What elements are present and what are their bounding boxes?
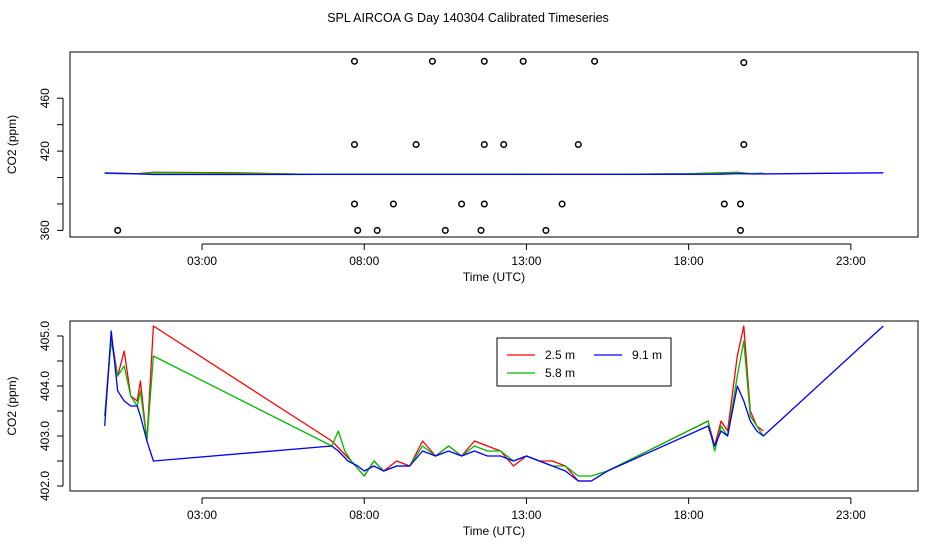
x-tick-label: 13:00 xyxy=(511,508,541,522)
legend-box xyxy=(496,337,672,387)
calibration-point xyxy=(428,57,436,65)
y-tick-label: 405.0 xyxy=(38,321,52,351)
plot-frame xyxy=(69,320,919,492)
y-tick-label: 403.0 xyxy=(38,421,52,451)
x-tick-label: 03:00 xyxy=(187,508,217,522)
y-tick-label: 360 xyxy=(38,220,52,240)
x-tick-label: 03:00 xyxy=(187,254,217,268)
bottom-panel: 03:00 08:00 13:00 18:00 23:00 Time (UTC) 402.0… xyxy=(5,320,919,538)
calibration-point xyxy=(740,140,748,149)
series-line-9-1-m xyxy=(104,325,884,482)
calibration-point xyxy=(574,140,582,149)
calibration-point xyxy=(441,226,449,234)
y-axis-title: CO2 (ppm) xyxy=(5,376,19,435)
calibration-point xyxy=(458,200,466,208)
x-tick-label: 23:00 xyxy=(836,508,866,522)
calibration-point xyxy=(412,140,420,149)
calibration-point xyxy=(500,140,508,149)
calibration-point xyxy=(373,226,381,234)
y-axis-title: CO2 (ppm) xyxy=(5,115,19,174)
y-tick-label: 402.0 xyxy=(38,471,52,501)
calibration-point xyxy=(558,200,566,208)
x-tick-label: 18:00 xyxy=(674,254,704,268)
x-tick-label: 08:00 xyxy=(349,508,379,522)
series-line-9-1-m xyxy=(104,172,884,176)
top-panel: 03:00 08:00 13:00 18:00 23:00 Time (UTC) 360 42… xyxy=(5,51,919,284)
x-axis-title: Time (UTC) xyxy=(463,270,525,284)
calibration-point xyxy=(736,226,745,234)
plot-frame xyxy=(69,51,919,238)
legend-label: 5.8 m xyxy=(545,366,575,380)
calibration-point xyxy=(477,226,485,234)
calibration-point xyxy=(354,226,362,234)
calibration-point xyxy=(720,200,728,208)
calibration-point xyxy=(350,57,359,65)
calibration-point xyxy=(740,59,748,67)
calibration-point xyxy=(480,200,488,208)
calibration-point xyxy=(480,57,488,65)
chart-title: SPL AIRCOA G Day 140304 Calibrated Times… xyxy=(327,11,609,25)
series-line-5-8-m xyxy=(104,340,764,477)
y-tick-label: 420 xyxy=(38,141,52,161)
calibration-point xyxy=(519,57,527,65)
calibration-point xyxy=(591,57,599,65)
x-tick-label: 08:00 xyxy=(349,254,379,268)
y-tick-label: 404.0 xyxy=(38,371,52,401)
calibration-point xyxy=(389,200,397,208)
legend-label: 2.5 m xyxy=(545,348,575,362)
x-tick-label: 13:00 xyxy=(511,254,541,268)
legend: 2.5 m 5.8 m 9.1 m xyxy=(496,337,672,387)
calibration-point xyxy=(350,140,359,149)
x-axis-title: Time (UTC) xyxy=(463,524,525,538)
calibration-point xyxy=(480,140,488,149)
y-tick-label: 460 xyxy=(38,88,52,108)
calibration-point xyxy=(736,200,745,208)
calibration-point xyxy=(350,200,359,208)
x-tick-label: 18:00 xyxy=(674,508,704,522)
calibration-point xyxy=(542,226,550,234)
calibration-point xyxy=(114,226,122,234)
x-tick-label: 23:00 xyxy=(836,254,866,268)
legend-label: 9.1 m xyxy=(632,348,662,362)
